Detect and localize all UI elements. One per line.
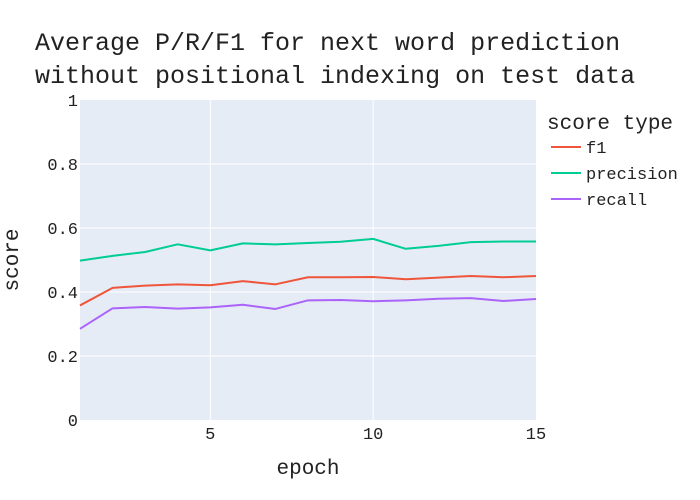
y-tick-label: 0: [68, 413, 78, 432]
legend-title: score type: [547, 113, 673, 136]
y-tick-labels: 0 0.2 0.4 0.6 0.8 1: [47, 93, 78, 432]
legend-item-f1[interactable]: f1: [551, 140, 606, 159]
legend-label: recall: [586, 192, 647, 211]
x-tick-labels: 5 10 15: [205, 426, 546, 445]
y-tick-label: 0.8: [47, 157, 78, 176]
grid: [80, 100, 536, 420]
legend-label: precision: [586, 166, 678, 185]
y-tick-label: 0.6: [47, 221, 78, 240]
y-tick-label: 1: [68, 93, 78, 112]
x-axis-label: epoch: [276, 458, 339, 481]
x-tick-label: 15: [526, 426, 546, 445]
x-tick-label: 10: [363, 426, 383, 445]
plot-area: [80, 100, 536, 420]
y-tick-label: 0.2: [47, 349, 78, 368]
y-tick-label: 0.4: [47, 285, 78, 304]
chart-title-line-2: without positional indexing on test data: [35, 62, 635, 91]
series-layer: [79, 237, 537, 330]
chart-title-line-1: Average P/R/F1 for next word prediction: [35, 29, 620, 58]
legend-item-precision[interactable]: precision: [551, 166, 678, 185]
series-line-precision: [79, 237, 536, 262]
legend-label: f1: [586, 140, 606, 159]
series-line-f1: [79, 275, 537, 307]
series-line-recall: [79, 297, 537, 330]
legend-item-recall[interactable]: recall: [551, 192, 647, 211]
legend[interactable]: score type f1 precision recall: [547, 113, 678, 211]
y-axis-label: score: [2, 228, 25, 291]
x-tick-label: 5: [205, 426, 215, 445]
